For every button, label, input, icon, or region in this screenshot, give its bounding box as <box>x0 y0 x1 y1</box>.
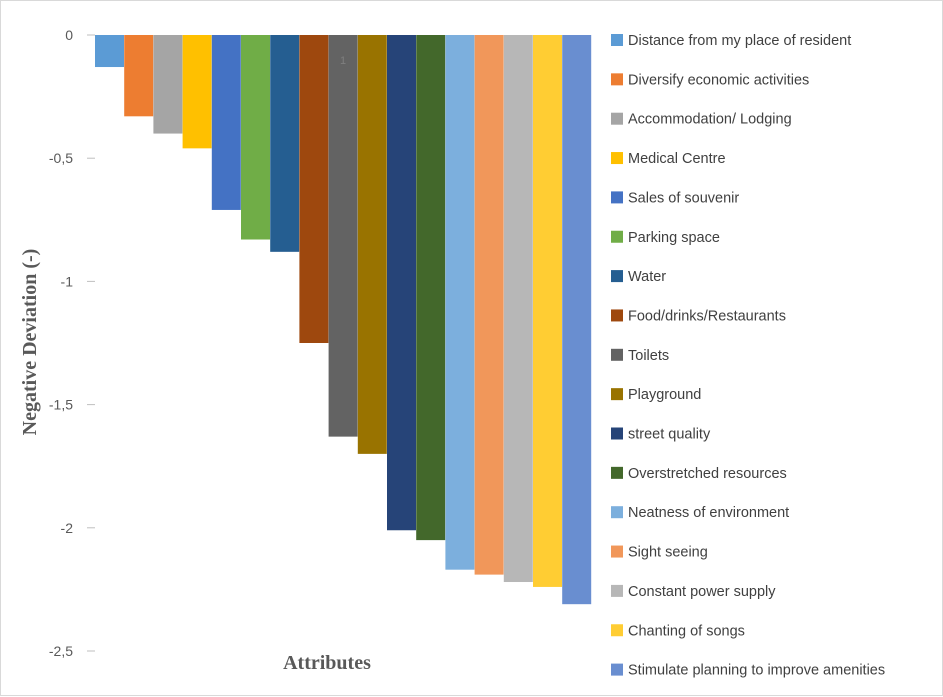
legend-label: Accommodation/ Lodging <box>628 112 792 128</box>
y-tick-label: -0,5 <box>49 150 73 166</box>
y-tick-label: -1 <box>61 273 74 289</box>
bar <box>153 35 183 134</box>
bar <box>533 35 562 587</box>
y-tick-label: -1,5 <box>49 397 73 413</box>
legend-label: Constant power supply <box>628 584 776 600</box>
legend-label: Toilets <box>628 348 669 364</box>
legend-swatch <box>611 427 623 440</box>
legend-label: Overstretched resources <box>628 466 787 482</box>
legend-swatch <box>611 466 623 479</box>
bar <box>211 35 241 210</box>
bar <box>416 35 446 541</box>
legend-swatch <box>611 270 623 283</box>
bar <box>445 35 475 570</box>
y-axis-title: Negative Deviation (-) <box>19 249 41 436</box>
bar <box>387 35 416 531</box>
legend-label: Food/drinks/Restaurants <box>628 308 786 324</box>
legend-label: Sight seeing <box>628 545 708 561</box>
bar <box>562 35 592 605</box>
chart-annotation: 1 <box>340 55 346 67</box>
bar <box>357 35 387 454</box>
y-tick-label: -2,5 <box>49 643 73 659</box>
bars <box>95 35 592 605</box>
bar <box>95 35 124 68</box>
bar <box>124 35 154 117</box>
y-axis-ticks: 0 -0,5 -1 -1,5 -2 -2,5 <box>49 27 95 659</box>
x-axis-title: Attributes <box>283 652 371 674</box>
legend-swatch <box>611 388 623 401</box>
legend-swatch <box>611 34 623 46</box>
legend-label: street quality <box>628 427 711 443</box>
legend-label: Medical Centre <box>628 151 726 167</box>
bar <box>503 35 533 583</box>
legend-swatch <box>611 230 623 243</box>
y-tick-label: -2 <box>61 520 74 536</box>
legend-label: Water <box>628 269 666 285</box>
legend-swatch <box>611 309 623 322</box>
legend-label: Playground <box>628 387 701 403</box>
legend-swatch <box>611 584 623 597</box>
legend-label: Stimulate planning to improve amenities <box>628 663 885 679</box>
legend-label: Chanting of songs <box>628 623 745 639</box>
bar <box>474 35 504 575</box>
bar <box>328 35 358 437</box>
legend-label: Neatness of environment <box>628 505 789 521</box>
legend-swatch <box>611 191 623 204</box>
legend-label: Parking space <box>628 230 720 246</box>
legend-label: Sales of souvenir <box>628 190 739 206</box>
legend-swatch <box>611 152 623 165</box>
bar <box>299 35 329 343</box>
y-tick-label: 0 <box>65 27 73 43</box>
legend-swatch <box>611 73 623 86</box>
legend-swatch <box>611 112 623 125</box>
legend-swatch <box>611 348 623 361</box>
bar <box>270 35 300 252</box>
legend-swatch <box>611 663 623 676</box>
legend-label: Distance from my place of resident <box>628 33 851 49</box>
legend-swatch <box>611 506 623 519</box>
legend-label: Diversify economic activities <box>628 72 809 88</box>
legend-swatch <box>611 624 623 637</box>
bar <box>182 35 212 149</box>
legend: Distance from my place of resident Divers… <box>611 33 885 679</box>
legend-swatch <box>611 545 623 558</box>
bar <box>241 35 270 240</box>
